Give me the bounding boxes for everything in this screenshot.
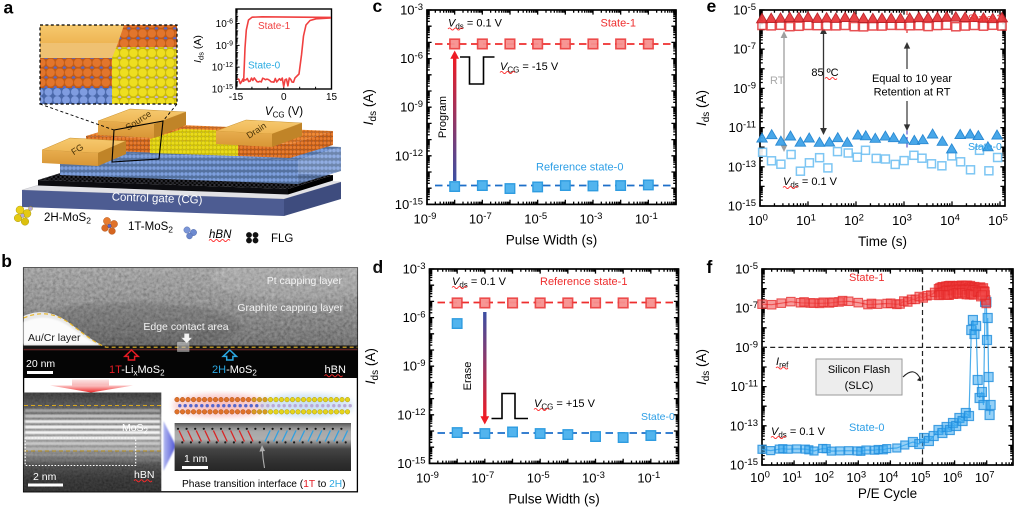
svg-text:-15: -15 — [229, 92, 244, 103]
svg-text:20 nm: 20 nm — [26, 358, 55, 370]
svg-text:Ids (A): Ids (A) — [363, 348, 381, 384]
svg-text:Ids (A): Ids (A) — [694, 90, 712, 126]
svg-text:Phase transition interface (1T: Phase transition interface (1T to 2H) — [182, 479, 346, 490]
svg-text:b: b — [1, 251, 12, 271]
svg-text:State-0: State-0 — [968, 141, 1002, 153]
svg-text:Edge contact area: Edge contact area — [143, 321, 228, 333]
svg-text:Vds = 0.1 V: Vds = 0.1 V — [448, 18, 503, 32]
svg-text:15: 15 — [326, 92, 338, 103]
svg-text:Vds = 0.1 V: Vds = 0.1 V — [783, 176, 838, 190]
svg-text:hBN: hBN — [209, 229, 232, 241]
svg-text:VCG = -15 V: VCG = -15 V — [500, 61, 559, 75]
svg-text:P/E Cycle: P/E Cycle — [858, 486, 917, 501]
svg-text:hBN: hBN — [325, 364, 346, 376]
svg-text:Reference state-1: Reference state-1 — [540, 276, 627, 288]
svg-text:Retention at RT: Retention at RT — [874, 87, 951, 99]
svg-text:Program: Program — [437, 96, 449, 138]
svg-text:(SLC): (SLC) — [845, 380, 874, 392]
svg-text:FLG: FLG — [271, 233, 293, 245]
svg-text:1 nm: 1 nm — [184, 453, 208, 465]
svg-text:c: c — [373, 0, 383, 16]
svg-text:f: f — [707, 257, 713, 277]
svg-text:Ids (A): Ids (A) — [694, 349, 712, 385]
svg-text:2H-MoS2: 2H-MoS2 — [212, 364, 257, 378]
svg-text:Ids (A): Ids (A) — [361, 89, 379, 125]
svg-text:MoS2: MoS2 — [122, 422, 149, 436]
svg-text:Control gate (CG): Control gate (CG) — [112, 191, 203, 206]
svg-text:Silicon Flash: Silicon Flash — [828, 364, 890, 376]
svg-text:2 nm: 2 nm — [33, 471, 57, 483]
svg-text:1T-MoS2: 1T-MoS2 — [128, 221, 173, 235]
svg-text:Pulse Width (s): Pulse Width (s) — [508, 491, 600, 506]
svg-text:Equal to 10 year: Equal to 10 year — [872, 73, 952, 85]
svg-text:Graphite capping layer: Graphite capping layer — [237, 302, 343, 314]
svg-text:State-1: State-1 — [849, 272, 884, 284]
svg-text:State-0: State-0 — [849, 422, 884, 434]
svg-text:2H-MoS2: 2H-MoS2 — [44, 212, 91, 226]
svg-text:RT: RT — [770, 75, 785, 87]
svg-text:VCG = +15 V: VCG = +15 V — [534, 398, 596, 412]
svg-text:Pt capping layer: Pt capping layer — [267, 275, 343, 287]
svg-text:Time (s): Time (s) — [858, 234, 907, 249]
svg-text:State-1: State-1 — [258, 21, 291, 32]
svg-text:State-0: State-0 — [641, 411, 675, 423]
svg-text:Vds = 0.1 V: Vds = 0.1 V — [771, 426, 826, 440]
svg-text:10-15: 10-15 — [212, 84, 233, 96]
svg-text:Ids (A): Ids (A) — [192, 35, 206, 63]
svg-text:Erase: Erase — [462, 362, 474, 391]
svg-text:hBN: hBN — [134, 469, 154, 481]
svg-text:State-1: State-1 — [601, 18, 636, 30]
svg-text:0: 0 — [281, 92, 287, 103]
svg-text:10-12: 10-12 — [212, 62, 233, 74]
svg-text:Pulse Width (s): Pulse Width (s) — [506, 232, 598, 247]
svg-text:10-9: 10-9 — [216, 40, 233, 52]
svg-text:85 ºC: 85 ºC — [811, 67, 838, 79]
svg-text:a: a — [4, 0, 14, 18]
svg-text:Au/Cr layer: Au/Cr layer — [28, 332, 81, 344]
svg-text:1T-LixMoS2: 1T-LixMoS2 — [109, 364, 165, 378]
svg-text:State-0: State-0 — [248, 61, 281, 72]
svg-text:e: e — [707, 0, 717, 16]
svg-text:VCG (V): VCG (V) — [265, 106, 303, 120]
svg-text:Iref: Iref — [776, 356, 789, 370]
svg-text:State-1: State-1 — [968, 13, 1002, 25]
svg-text:Vds = 0.1 V: Vds = 0.1 V — [452, 276, 507, 290]
svg-text:Reference state-0: Reference state-0 — [536, 162, 623, 174]
svg-text:10-6: 10-6 — [216, 19, 233, 31]
